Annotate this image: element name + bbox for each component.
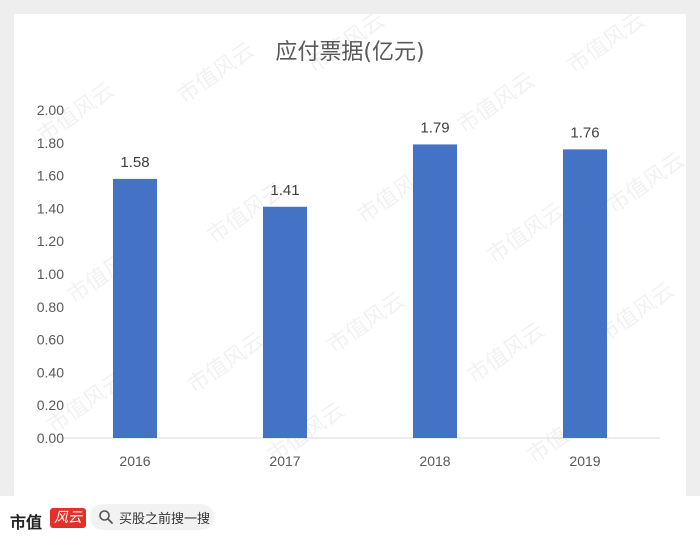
watermark-text: 市值风云 bbox=[603, 148, 686, 219]
watermark-text: 市值风云 bbox=[563, 14, 649, 79]
y-tick-label: 1.40 bbox=[37, 200, 64, 216]
watermark-text: 市值风云 bbox=[463, 318, 549, 389]
bar-2019[interactable] bbox=[563, 149, 607, 439]
y-tick-label: 0.00 bbox=[37, 430, 64, 446]
bar-2016[interactable] bbox=[113, 178, 157, 438]
footer-bar: 市值 风云 买股之前搜一搜 bbox=[0, 496, 700, 541]
bar-2018[interactable] bbox=[413, 144, 457, 438]
bar-2017[interactable] bbox=[263, 206, 307, 438]
x-tick-label-2017: 2017 bbox=[269, 453, 300, 469]
y-tick-label: 2.00 bbox=[37, 102, 64, 118]
brand-logo-text[interactable]: 市值 bbox=[10, 513, 43, 532]
y-tick-label: 1.00 bbox=[37, 266, 64, 282]
y-tick-label: 1.80 bbox=[37, 135, 64, 151]
data-label-2017: 1.41 bbox=[270, 182, 299, 199]
watermark-text: 市值风云 bbox=[183, 328, 269, 399]
y-tick-label: 0.80 bbox=[37, 299, 64, 315]
watermark-text: 市值风云 bbox=[173, 38, 259, 109]
search-icon bbox=[99, 510, 113, 524]
x-tick-label-2019: 2019 bbox=[569, 453, 600, 469]
watermark-text: 市值风云 bbox=[303, 14, 389, 79]
x-tick-label-2016: 2016 bbox=[119, 453, 150, 469]
chart-card: 应付票据(亿元) 市值风云 市值风云 市值风云 市值风云 市值风云 市值风云 市值风云 市值风… bbox=[14, 14, 686, 496]
y-tick-label: 1.20 bbox=[37, 233, 64, 249]
brand-logo-badge[interactable]: 风云 bbox=[50, 508, 86, 528]
watermark-text: 市值风云 bbox=[483, 198, 569, 269]
search-placeholder: 买股之前搜一搜 bbox=[119, 511, 211, 527]
y-tick-label: 1.60 bbox=[37, 168, 64, 184]
search-box[interactable]: 买股之前搜一搜 bbox=[90, 504, 214, 530]
watermark-text: 市值风云 bbox=[323, 288, 409, 359]
y-tick-label: 0.40 bbox=[37, 364, 64, 380]
y-tick-label: 0.20 bbox=[37, 397, 64, 413]
data-label-2018: 1.79 bbox=[420, 119, 449, 136]
watermark-text: 市值风云 bbox=[453, 68, 539, 139]
chart-title: 应付票据(亿元) bbox=[275, 40, 425, 65]
data-label-2016: 1.58 bbox=[120, 154, 149, 171]
y-tick-label: 0.60 bbox=[37, 332, 64, 348]
x-tick-label-2018: 2018 bbox=[419, 453, 450, 469]
data-label-2019: 1.76 bbox=[570, 124, 599, 141]
